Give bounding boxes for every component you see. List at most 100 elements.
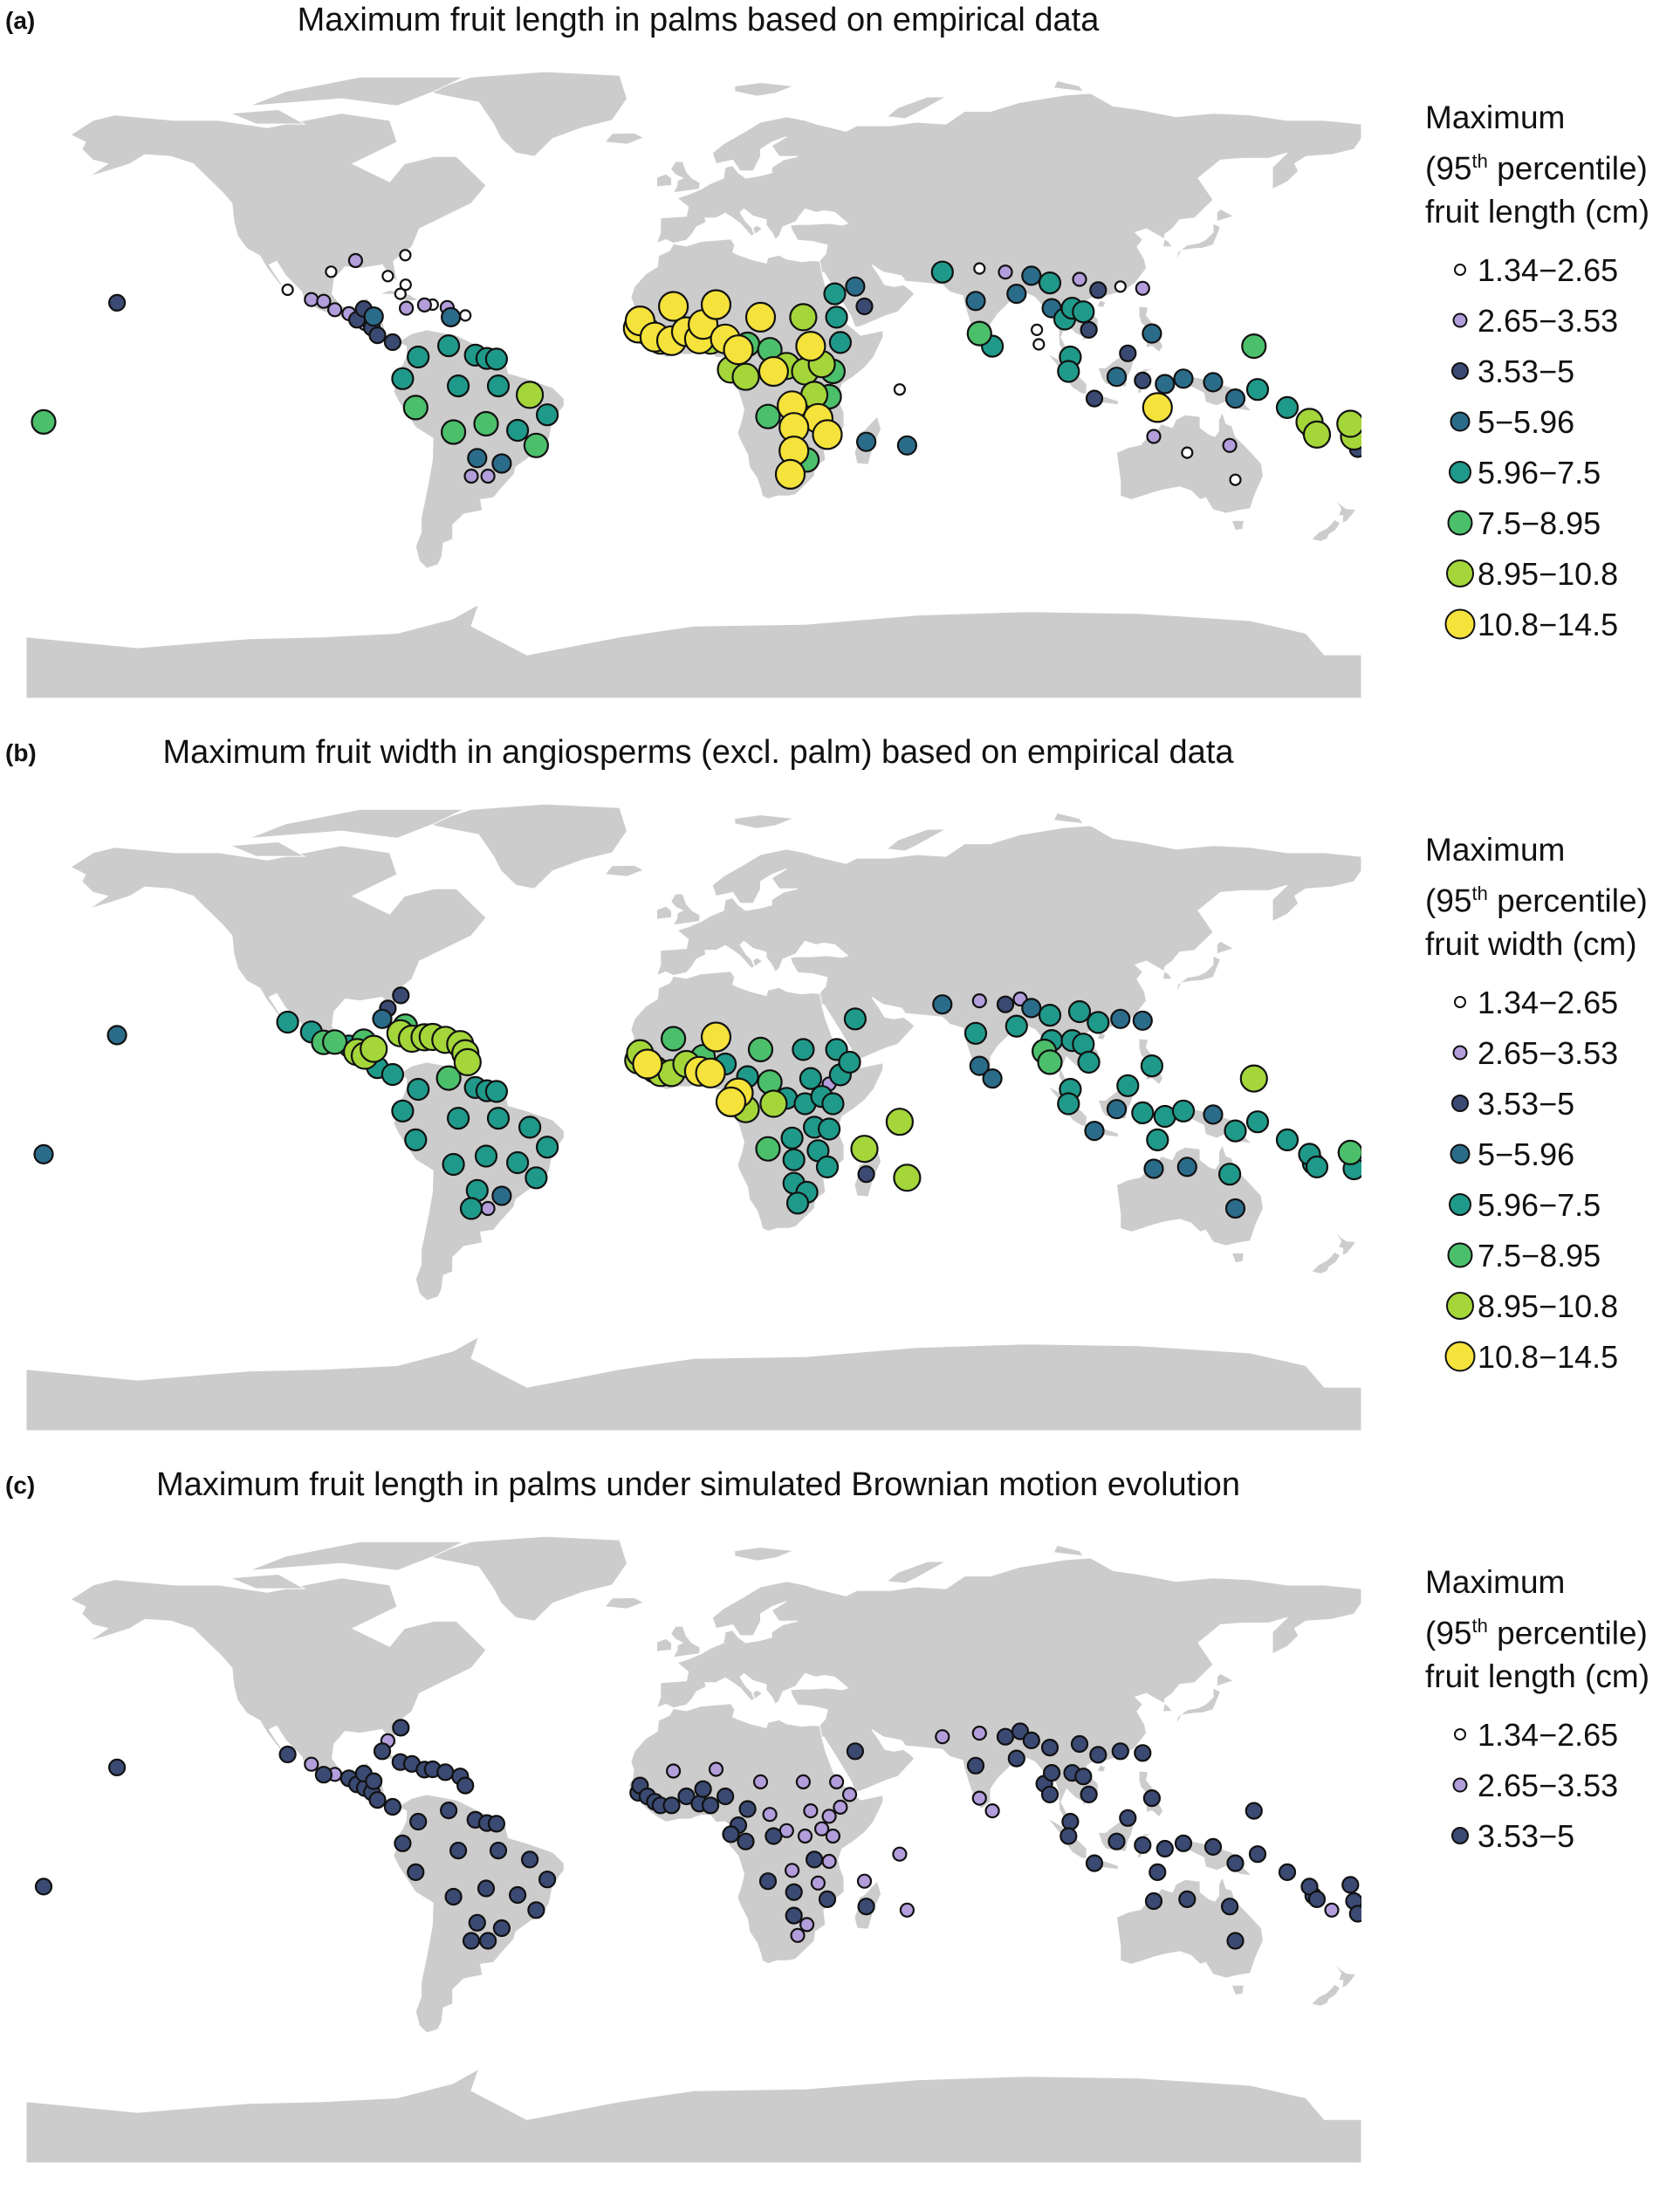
- landmass: [885, 96, 947, 120]
- landmass: [1146, 1802, 1164, 1818]
- site-point: [416, 297, 432, 312]
- legend-marker: [1454, 1728, 1466, 1741]
- site-point: [765, 1827, 783, 1845]
- site-point: [1114, 280, 1127, 293]
- site-point: [966, 1756, 985, 1775]
- site-point: [790, 1927, 806, 1943]
- site-point: [1146, 429, 1162, 444]
- legend-marker: [1450, 411, 1471, 432]
- legend-swatch: [1444, 1341, 1476, 1372]
- site-point: [106, 1025, 127, 1046]
- legend-marker: [1447, 510, 1473, 536]
- site-point: [407, 345, 430, 369]
- site-point: [1007, 1749, 1025, 1768]
- site-point: [1134, 1836, 1152, 1854]
- site-point: [399, 249, 412, 262]
- legend-items: 1.34−2.65 2.65−3.53 3.53−5 5−5.96 5.96−7.5 7.…: [1425, 244, 1680, 649]
- point-layer: [31, 249, 1361, 490]
- landmass: [1333, 497, 1357, 525]
- site-point: [459, 309, 472, 322]
- site-point: [969, 1055, 990, 1076]
- landmass: [1310, 518, 1341, 542]
- site-point: [1021, 998, 1042, 1019]
- legend-marker: [1444, 1341, 1476, 1372]
- site-point: [700, 289, 732, 320]
- site-point: [803, 1803, 819, 1819]
- landmass: [1231, 519, 1245, 532]
- site-point: [474, 1144, 498, 1168]
- site-point: [535, 1136, 559, 1159]
- legend-item: 1.34−2.65: [1425, 244, 1680, 295]
- site-point: [304, 292, 319, 307]
- site-point: [505, 1150, 530, 1175]
- site-point: [1072, 271, 1087, 287]
- landmass: [655, 825, 1361, 1100]
- site-point: [998, 264, 1013, 280]
- site-point: [473, 410, 499, 437]
- landmass: [656, 1637, 672, 1652]
- site-point: [823, 282, 847, 306]
- legend-marker: [1454, 996, 1466, 1009]
- site-point: [316, 293, 332, 309]
- landmass: [1231, 1252, 1245, 1264]
- site-point: [857, 1165, 875, 1184]
- site-point: [694, 1780, 712, 1798]
- site-point: [1324, 1902, 1340, 1918]
- legend-swatch: [1454, 264, 1466, 277]
- legend-label: 5.96−7.5: [1478, 455, 1601, 491]
- site-point: [391, 1099, 415, 1123]
- site-point: [365, 1772, 383, 1790]
- site-point: [971, 1726, 987, 1741]
- panel-b: (b) Maximum fruit width in angiosperms (…: [0, 732, 1680, 1465]
- site-point: [821, 1092, 845, 1116]
- site-point: [996, 995, 1015, 1013]
- site-point: [1038, 271, 1062, 295]
- landmass: [734, 1546, 794, 1562]
- landmass: [655, 1557, 1361, 1832]
- site-point: [31, 409, 57, 435]
- panel-title: Maximum fruit length in palms based on e…: [297, 2, 1100, 38]
- site-point: [1174, 1834, 1193, 1852]
- site-point: [1080, 320, 1098, 339]
- site-point: [785, 1883, 803, 1901]
- legend-label: 5.96−7.5: [1478, 1187, 1601, 1224]
- legend-swatch: [1452, 312, 1468, 328]
- site-point: [399, 300, 415, 316]
- site-point: [1245, 1110, 1270, 1134]
- legend-marker: [1449, 461, 1471, 484]
- site-point: [821, 1853, 837, 1870]
- site-point: [1080, 1785, 1098, 1803]
- site-point: [1241, 333, 1267, 360]
- landmass: [425, 1535, 628, 1622]
- site-point: [731, 362, 760, 391]
- landmass: [26, 2068, 1361, 2163]
- legend-swatch: [1449, 461, 1471, 484]
- legend-swatch: [1454, 1728, 1466, 1741]
- landmass: [1096, 1032, 1107, 1040]
- landmass: [1096, 1764, 1107, 1773]
- site-point: [508, 1885, 527, 1905]
- site-point: [843, 1007, 867, 1031]
- landmass: [603, 1596, 645, 1610]
- site-point: [1203, 1104, 1224, 1125]
- site-point: [484, 347, 509, 371]
- site-point: [789, 303, 818, 332]
- site-point: [1245, 378, 1270, 402]
- site-point: [1005, 1014, 1028, 1038]
- site-point: [1107, 1832, 1126, 1850]
- site-point: [1155, 1839, 1174, 1858]
- legend-item: 8.95−10.8: [1425, 548, 1680, 599]
- site-point: [1224, 388, 1246, 409]
- site-point: [1131, 1101, 1155, 1124]
- site-point: [1275, 1128, 1299, 1151]
- legend-label: 3.53−5: [1478, 1818, 1575, 1855]
- legend-item: 5.96−7.5: [1425, 1179, 1680, 1230]
- legend-label: 1.34−2.65: [1478, 1717, 1619, 1754]
- legend-label: 2.65−3.53: [1478, 1768, 1619, 1804]
- legend-swatch: [1447, 1242, 1473, 1268]
- site-point: [677, 1787, 696, 1806]
- site-point: [759, 1089, 788, 1118]
- landmass: [1216, 208, 1235, 223]
- site-point: [392, 986, 410, 1005]
- site-point: [780, 1126, 804, 1150]
